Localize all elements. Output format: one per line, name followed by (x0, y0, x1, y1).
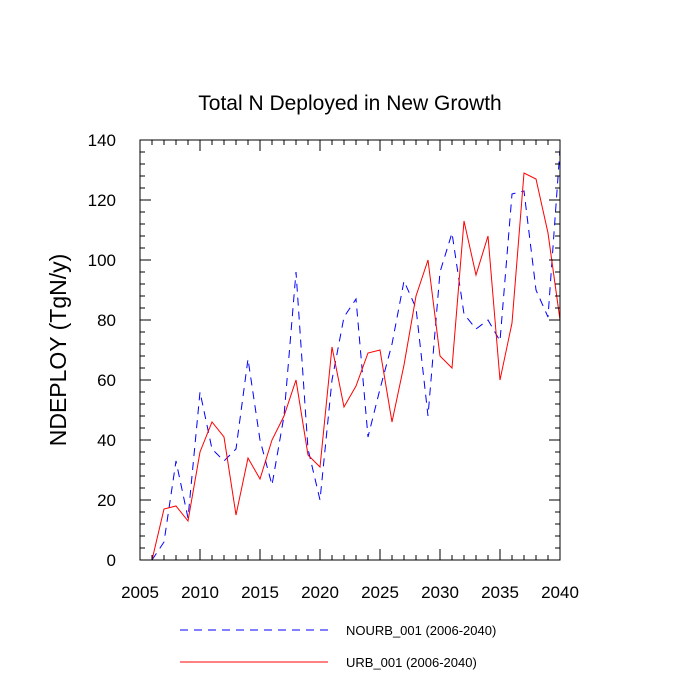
y-tick-label: 60 (97, 371, 116, 390)
legend-label-0: NOURB_001 (2006-2040) (346, 623, 496, 638)
series-1-point (415, 295, 417, 297)
series-0-point (547, 316, 549, 318)
series-1-point (475, 274, 477, 276)
x-tick-label: 2025 (361, 583, 399, 602)
plot-frame (139, 139, 561, 561)
series-0-line (151, 148, 561, 561)
series-1-point (355, 385, 357, 387)
series-0-point (367, 436, 369, 438)
y-tick-label: 20 (97, 491, 116, 510)
series-1-point (547, 232, 549, 234)
series-0-point (199, 391, 201, 393)
series-1-point (163, 508, 165, 510)
series-1-point (511, 322, 513, 324)
series-0-point (403, 280, 405, 282)
series-1-point (463, 220, 465, 222)
series-1-point (343, 406, 345, 408)
series-0-point (295, 271, 297, 273)
y-tick-label: 0 (107, 551, 116, 570)
series-1-point (295, 379, 297, 381)
series-0-point (271, 484, 273, 486)
series-1-point (523, 172, 525, 174)
series-0-point (331, 379, 333, 381)
series-1-point (283, 415, 285, 417)
series-1-point (391, 421, 393, 423)
series-1-point (487, 235, 489, 237)
series-1-point (187, 520, 189, 522)
series-1-point (403, 364, 405, 366)
series-1-point (379, 349, 381, 351)
legend: NOURB_001 (2006-2040) URB_001 (2006-2040) (180, 623, 496, 670)
y-tick-label: 120 (88, 191, 116, 210)
series-0-point (391, 343, 393, 345)
series-0-point (343, 316, 345, 318)
series-1-point (451, 367, 453, 369)
series-1-point (427, 259, 429, 261)
series-0-point (247, 358, 249, 360)
series-1-point (307, 454, 309, 456)
series-1-point (367, 352, 369, 354)
y-axis-label: NDEPLOY (TgN/y) (45, 254, 71, 447)
x-tick-label: 2015 (241, 583, 279, 602)
series-1-point (319, 466, 321, 468)
chart-title: Total N Deployed in New Growth (198, 92, 501, 115)
series-1-point (259, 478, 261, 480)
series-0-point (523, 190, 525, 192)
y-tick-label: 40 (97, 431, 116, 450)
series-0-point (379, 388, 381, 390)
series-0-point (235, 448, 237, 450)
series-0-point (475, 328, 477, 330)
series-1-point (271, 439, 273, 441)
series-1-point (199, 451, 201, 453)
series-0-point (439, 271, 441, 273)
x-tick-label: 2020 (301, 583, 339, 602)
series-1-point (175, 505, 177, 507)
series-0-point (163, 541, 165, 543)
series-1-line (151, 172, 561, 561)
series-0-point (355, 298, 357, 300)
series-0-point (427, 415, 429, 417)
legend-label-1: URB_001 (2006-2040) (346, 655, 477, 670)
series-0-point (451, 232, 453, 234)
series-0-point (211, 448, 213, 450)
series-0-point (223, 460, 225, 462)
series-0-point (319, 499, 321, 501)
x-tick-label: 2005 (121, 583, 159, 602)
x-tick-label: 2040 (541, 583, 579, 602)
series-0-point (535, 289, 537, 291)
series-0-point (499, 340, 501, 342)
x-tick-label: 2035 (481, 583, 519, 602)
series-1-point (223, 436, 225, 438)
series-0-point (175, 460, 177, 462)
series-1-point (439, 355, 441, 357)
y-tick-label: 140 (88, 131, 116, 150)
y-tick-label: 80 (97, 311, 116, 330)
series-0-point (487, 319, 489, 321)
series-0-point (463, 313, 465, 315)
series-0-point (511, 193, 513, 195)
series-1-point (331, 346, 333, 348)
y-tick-label: 100 (88, 251, 116, 270)
axes-layer: 2005 2010 2015 2020 2025 2030 2035 204002040608… (88, 131, 579, 602)
series-0-point (259, 439, 261, 441)
x-tick-label: 2010 (181, 583, 219, 602)
series-1-point (499, 379, 501, 381)
series-1-point (247, 457, 249, 459)
series-0-point (415, 307, 417, 309)
series-1-point (535, 178, 537, 180)
x-tick-label: 2030 (421, 583, 459, 602)
series-layer (151, 148, 561, 561)
series-1-point (211, 421, 213, 423)
series-1-point (235, 514, 237, 516)
